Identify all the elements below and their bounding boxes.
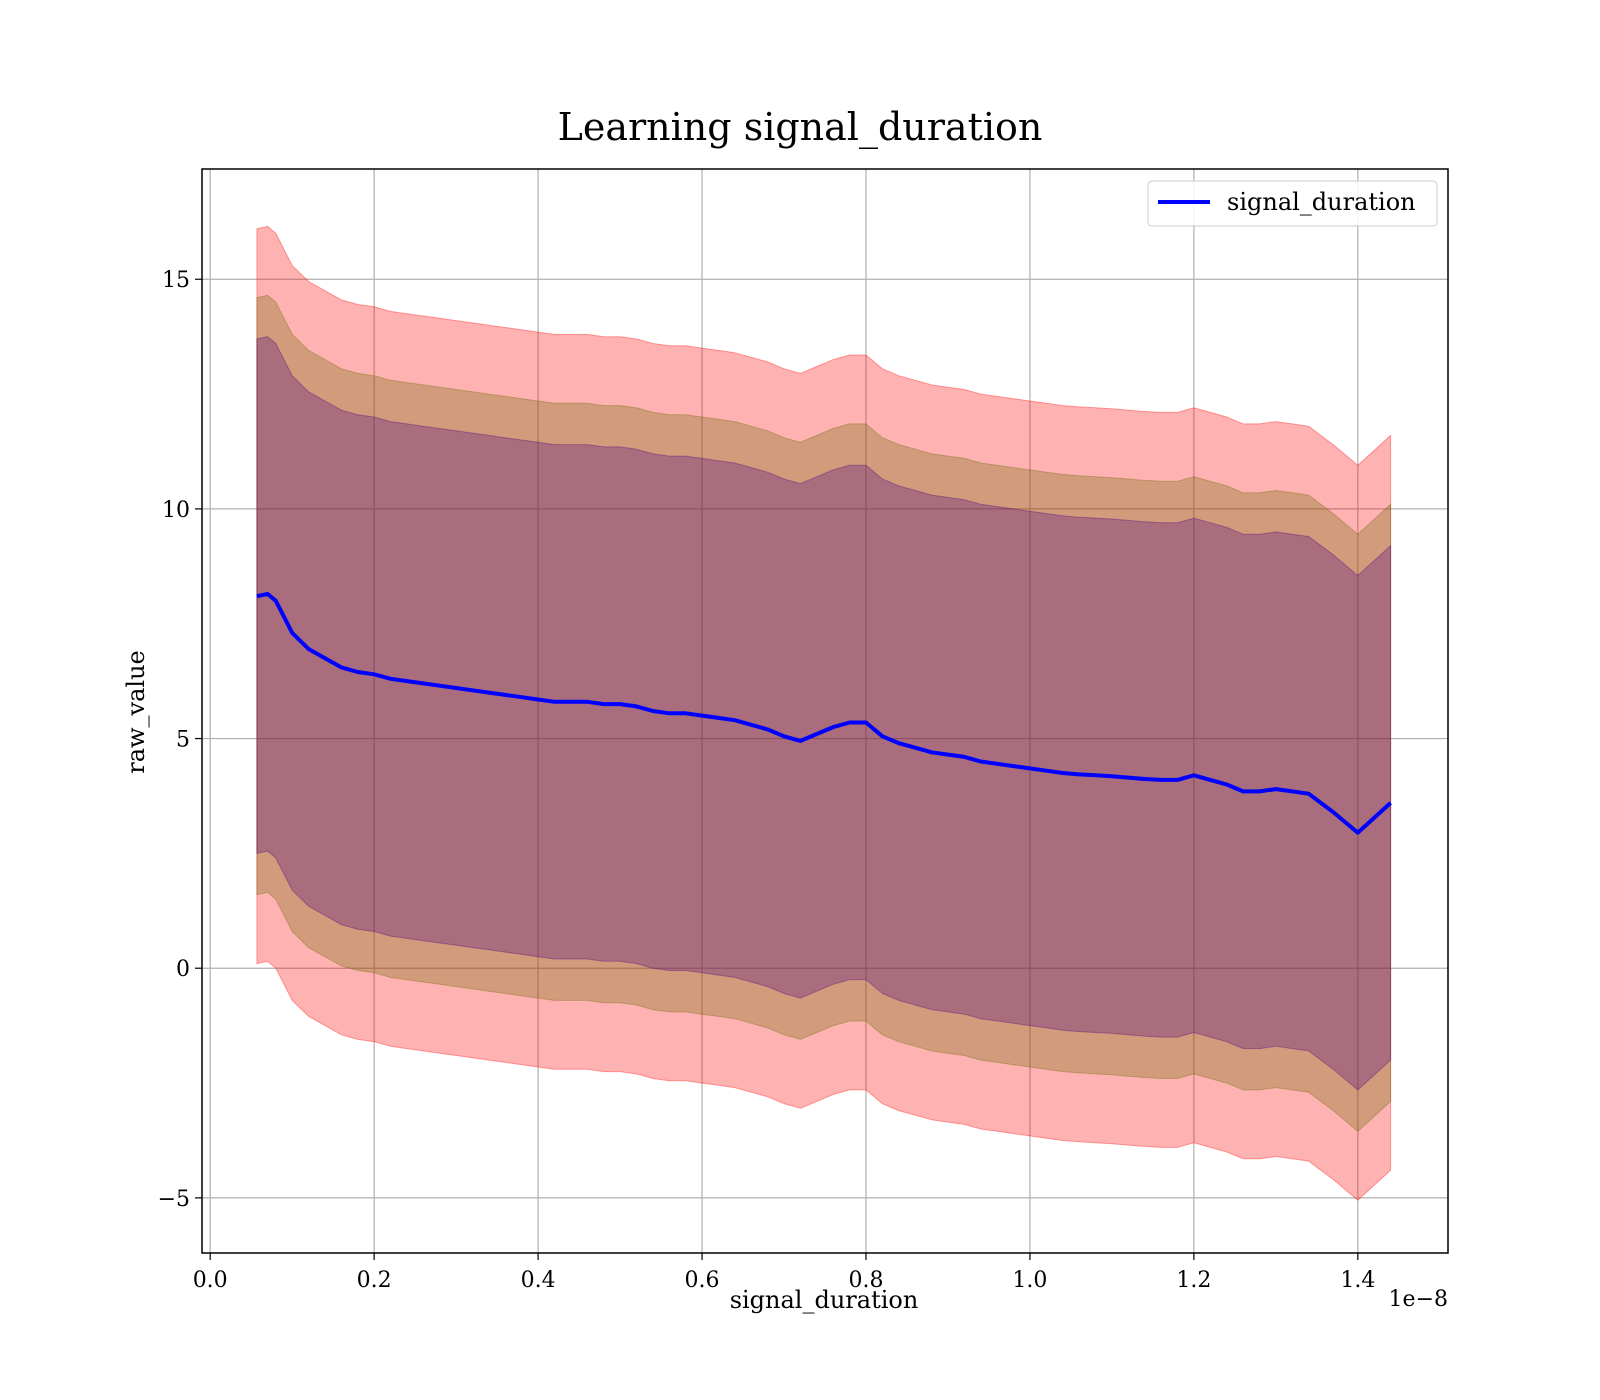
plot-frame bbox=[201, 168, 1449, 1254]
legend: signal_duration bbox=[1147, 180, 1438, 227]
series-line-signal-duration bbox=[256, 591, 1392, 835]
x-tick-label: 0.6 bbox=[685, 1268, 720, 1293]
y-axis-label: raw_value bbox=[122, 650, 150, 774]
y-tick-label: 0 bbox=[176, 957, 190, 982]
legend-frame bbox=[1147, 180, 1438, 227]
y-tick-label: −5 bbox=[158, 1187, 190, 1212]
legend-label-signal-duration: signal_duration bbox=[1227, 188, 1416, 216]
x-offset-label: 1e−8 bbox=[1389, 1287, 1448, 1312]
y-tick-label: 10 bbox=[162, 498, 190, 523]
x-tick-label: 0.0 bbox=[193, 1268, 228, 1293]
confidence-band-1 bbox=[256, 225, 1392, 1201]
confidence-band-3 bbox=[256, 336, 1392, 1091]
x-tick-label: 0.8 bbox=[848, 1268, 883, 1293]
y-tick-label: 15 bbox=[162, 268, 190, 293]
y-tick-label: 5 bbox=[176, 728, 190, 753]
x-tick-label: 1.2 bbox=[1176, 1268, 1211, 1293]
x-tick-label: 0.2 bbox=[357, 1268, 392, 1293]
chart-title: Learning signal_duration bbox=[558, 105, 1043, 150]
x-tick-label: 1.0 bbox=[1012, 1268, 1047, 1293]
x-axis-label: signal_duration bbox=[730, 1286, 919, 1314]
plot-area: 0.0 0.2 0.4 0.6 0.8 1.0 1.2 1.4 −5 0 5 10 15 bbox=[158, 168, 1449, 1293]
x-tick-label: 1.4 bbox=[1340, 1268, 1375, 1293]
confidence-band-2 bbox=[256, 294, 1392, 1132]
x-tick-label: 0.4 bbox=[521, 1268, 556, 1293]
